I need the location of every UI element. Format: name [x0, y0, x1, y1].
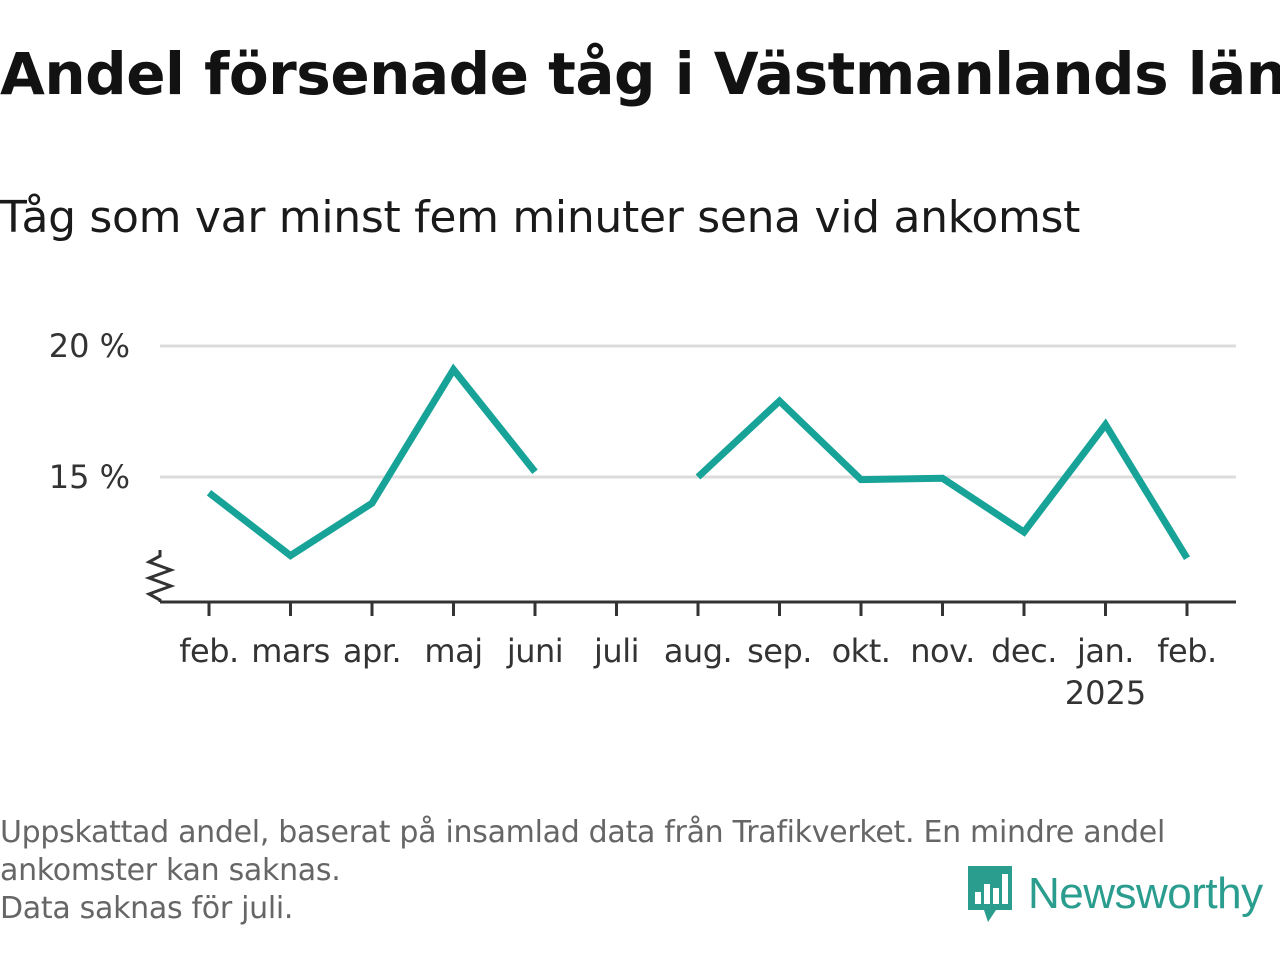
x-tick-label: juni [506, 632, 563, 670]
x-tick-label: maj [424, 632, 482, 670]
x-tick-label: okt. [832, 632, 891, 670]
x-tick-label: feb. [179, 632, 238, 670]
newsworthy-logo: Newsworthy [964, 862, 1263, 926]
footnote-line-3: Data saknas för juli. [0, 891, 294, 926]
footnote-line-2: ankomster kan saknas. [0, 853, 341, 888]
x-tick-label: feb. [1157, 632, 1216, 670]
chart-title: Andel försenade tåg i Västmanlands län [0, 40, 1280, 108]
x-tick-label: dec. [991, 632, 1057, 670]
brand-name: Newsworthy [1028, 869, 1263, 918]
y-axis-break [144, 550, 176, 602]
footnote-line-1: Uppskattad andel, baserat på insamlad da… [0, 815, 1165, 850]
series-line [206, 363, 538, 560]
y-tick-label: 20 % [49, 327, 130, 365]
series-line [695, 396, 1190, 561]
newsworthy-bar-chart-icon [968, 866, 1012, 922]
x-tick-label: nov. [910, 632, 974, 670]
x-year-label: 2025 [1065, 674, 1146, 712]
footnote: Uppskattad andel, baserat på insamlad da… [0, 814, 1165, 928]
x-tick-label: juli [593, 632, 639, 670]
x-tick-label: apr. [343, 632, 401, 670]
x-tick-label: aug. [664, 632, 732, 670]
x-tick-label: jan. [1076, 632, 1134, 670]
x-tick-label: sep. [747, 632, 812, 670]
y-tick-label: 15 % [49, 458, 130, 496]
line-chart: 15 % 20 % feb. mars apr. maj juni juli aug. sep. o… [49, 327, 1236, 712]
chart-subtitle: Tåg som var minst fem minuter sena vid a… [0, 192, 1081, 243]
x-tick-label: mars [251, 632, 330, 670]
